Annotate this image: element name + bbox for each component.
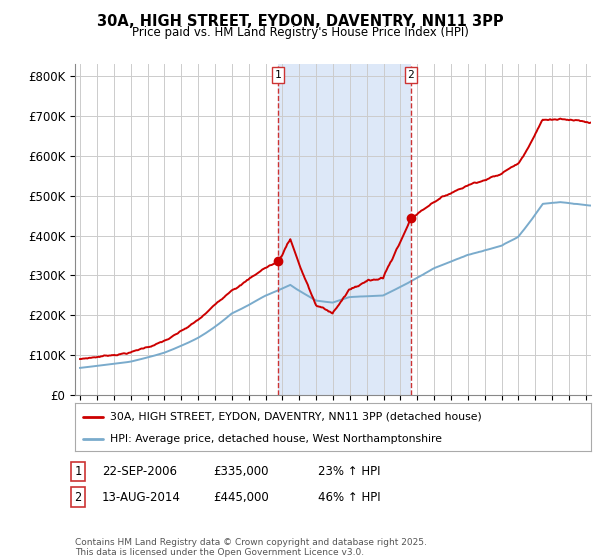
Text: 30A, HIGH STREET, EYDON, DAVENTRY, NN11 3PP (detached house): 30A, HIGH STREET, EYDON, DAVENTRY, NN11 … [110, 412, 482, 422]
Text: 30A, HIGH STREET, EYDON, DAVENTRY, NN11 3PP: 30A, HIGH STREET, EYDON, DAVENTRY, NN11 … [97, 14, 503, 29]
Text: Price paid vs. HM Land Registry's House Price Index (HPI): Price paid vs. HM Land Registry's House … [131, 26, 469, 39]
Text: £335,000: £335,000 [213, 465, 269, 478]
Text: 22-SEP-2006: 22-SEP-2006 [102, 465, 177, 478]
Text: Contains HM Land Registry data © Crown copyright and database right 2025.
This d: Contains HM Land Registry data © Crown c… [75, 538, 427, 557]
Text: HPI: Average price, detached house, West Northamptonshire: HPI: Average price, detached house, West… [110, 434, 442, 444]
Text: 1: 1 [274, 70, 281, 80]
Text: 23% ↑ HPI: 23% ↑ HPI [318, 465, 380, 478]
Text: 2: 2 [74, 491, 82, 504]
Text: 46% ↑ HPI: 46% ↑ HPI [318, 491, 380, 504]
Text: 2: 2 [407, 70, 414, 80]
Text: £445,000: £445,000 [213, 491, 269, 504]
Bar [278, 64, 411, 395]
Text: 1: 1 [74, 465, 82, 478]
Text: 13-AUG-2014: 13-AUG-2014 [102, 491, 181, 504]
